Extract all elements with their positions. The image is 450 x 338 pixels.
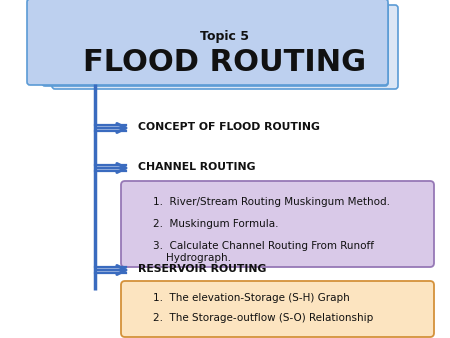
Text: FLOOD ROUTING: FLOOD ROUTING <box>83 48 367 77</box>
Text: 1.  River/Stream Routing Muskingum Method.: 1. River/Stream Routing Muskingum Method… <box>153 197 390 207</box>
FancyBboxPatch shape <box>52 5 398 89</box>
Text: 3.  Calculate Channel Routing From Runoff
    Hydrograph.: 3. Calculate Channel Routing From Runoff… <box>153 241 374 263</box>
Text: 1.  The elevation-Storage (S-H) Graph: 1. The elevation-Storage (S-H) Graph <box>153 293 350 303</box>
FancyBboxPatch shape <box>121 281 434 337</box>
Text: Topic 5: Topic 5 <box>201 30 249 43</box>
Text: 2.  Muskingum Formula.: 2. Muskingum Formula. <box>153 219 279 229</box>
FancyBboxPatch shape <box>121 181 434 267</box>
FancyBboxPatch shape <box>27 0 388 85</box>
Text: 2.  The Storage-outflow (S-O) Relationship: 2. The Storage-outflow (S-O) Relationshi… <box>153 313 373 323</box>
Text: CONCEPT OF FLOOD ROUTING: CONCEPT OF FLOOD ROUTING <box>138 122 320 132</box>
Text: RESERVOIR ROUTING: RESERVOIR ROUTING <box>138 264 266 274</box>
Text: CHANNEL ROUTING: CHANNEL ROUTING <box>138 162 256 172</box>
FancyBboxPatch shape <box>42 2 388 86</box>
